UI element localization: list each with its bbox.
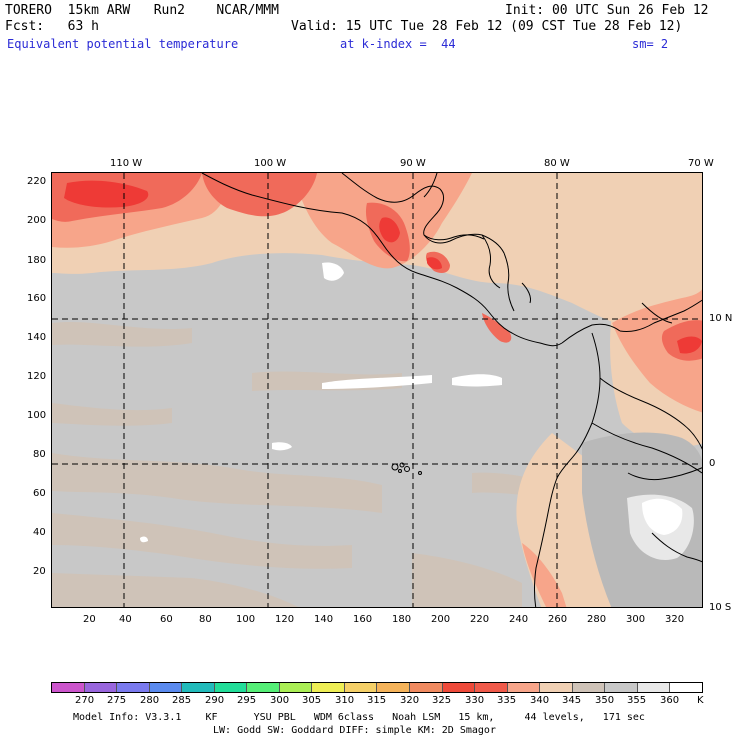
y-tick-label: 220	[27, 176, 47, 187]
colorbar-swatch	[52, 683, 85, 692]
header-valid-time: Valid: 15 UTC Tue 28 Feb 12 (09 CST Tue …	[291, 19, 683, 34]
footer-model-info: Model Info: V3.3.1 KF YSU PBL WDM 6class…	[73, 712, 645, 723]
colorbar-swatch	[182, 683, 215, 692]
header-init-time: Init: 00 UTC Sun 26 Feb 12	[505, 3, 709, 18]
lon-label-90w: 90 W	[400, 158, 426, 169]
lat-label-0: 0	[709, 458, 716, 469]
lat-lon-grid	[52, 173, 702, 607]
colorbar-swatch	[507, 683, 541, 692]
colorbar-swatch	[605, 683, 638, 692]
colorbar	[51, 682, 703, 693]
x-tick-label: 260	[548, 614, 568, 625]
colorbar-label: 350	[595, 695, 615, 706]
colorbar-label: 285	[172, 695, 192, 706]
lat-label-10s: 10 S	[709, 602, 732, 613]
colorbar-label: 315	[367, 695, 387, 706]
colorbar-label: 280	[140, 695, 160, 706]
colorbar-label: 305	[302, 695, 322, 706]
x-tick-label: 300	[626, 614, 646, 625]
colorbar-label: 290	[205, 695, 225, 706]
header-forecast-hour: Fcst: 63 h	[5, 19, 99, 34]
x-tick-label: 180	[392, 614, 412, 625]
colorbar-swatch	[247, 683, 280, 692]
y-tick-label: 20	[33, 566, 46, 577]
y-tick-label: 40	[33, 527, 46, 538]
colorbar-swatch	[410, 683, 443, 692]
lon-label-110w: 110 W	[110, 158, 143, 169]
x-tick-label: 320	[665, 614, 685, 625]
y-tick-label: 160	[27, 293, 47, 304]
colorbar-swatch	[84, 683, 118, 692]
colorbar-swatch	[442, 683, 476, 692]
x-tick-label: 200	[431, 614, 451, 625]
colorbar-label: 295	[237, 695, 257, 706]
colorbar-swatch	[377, 683, 411, 692]
map-graphic	[52, 173, 702, 607]
colorbar-label: 360	[660, 695, 680, 706]
colorbar-label: 330	[465, 695, 485, 706]
field-title: Equivalent potential temperature	[7, 37, 239, 51]
x-tick-label: 40	[119, 614, 132, 625]
x-tick-label: 120	[275, 614, 295, 625]
colorbar-label: 310	[335, 695, 355, 706]
y-tick-label: 200	[27, 215, 47, 226]
coastlines	[201, 173, 702, 607]
colorbar-label: 300	[270, 695, 290, 706]
colorbar-label: 335	[497, 695, 517, 706]
y-tick-label: 120	[27, 371, 47, 382]
y-tick-label: 100	[27, 410, 47, 421]
x-tick-label: 140	[314, 614, 334, 625]
lon-label-80w: 80 W	[544, 158, 570, 169]
footer-physics-info: LW: Godd SW: Goddard DIFF: simple KM: 2D…	[213, 725, 496, 736]
level-label: at k-index = 44	[340, 37, 456, 51]
header-model-line: TORERO 15km ARW Run2 NCAR/MMM	[5, 3, 279, 18]
colorbar-label: 325	[432, 695, 452, 706]
colorbar-swatch	[637, 683, 671, 692]
colorbar-swatch	[117, 683, 150, 692]
smoothing-label: sm= 2	[632, 37, 669, 51]
colorbar-swatch	[149, 683, 183, 692]
x-tick-label: 100	[236, 614, 256, 625]
colorbar-swatch	[540, 683, 573, 692]
y-tick-label: 180	[27, 255, 47, 266]
colorbar-swatch	[214, 683, 248, 692]
x-tick-label: 160	[353, 614, 373, 625]
white-regions	[140, 262, 683, 543]
colorbar-label: 340	[530, 695, 550, 706]
colorbar-label: 275	[107, 695, 127, 706]
colorbar-label: 320	[400, 695, 420, 706]
colorbar-swatch	[475, 683, 508, 692]
colorbar-swatch	[572, 683, 606, 692]
colorbar-label: 270	[75, 695, 95, 706]
colorbar-swatch	[279, 683, 313, 692]
x-tick-label: 60	[160, 614, 173, 625]
lon-label-100w: 100 W	[254, 158, 287, 169]
lat-label-10n: 10 N	[709, 313, 733, 324]
x-tick-label: 80	[199, 614, 212, 625]
colorbar-swatch	[312, 683, 345, 692]
map-panel	[51, 172, 703, 608]
colorbar-unit: K	[697, 695, 704, 706]
y-tick-label: 60	[33, 488, 46, 499]
colorbar-swatch	[670, 683, 702, 692]
lon-label-70w: 70 W	[688, 158, 714, 169]
colorbar-label: 355	[627, 695, 647, 706]
colorbar-swatch	[344, 683, 378, 692]
x-tick-label: 240	[509, 614, 529, 625]
colorbar-label: 345	[562, 695, 582, 706]
x-tick-label: 220	[470, 614, 490, 625]
x-tick-label: 280	[587, 614, 607, 625]
y-tick-label: 140	[27, 332, 47, 343]
bright-red-regions	[64, 180, 702, 354]
x-tick-label: 20	[83, 614, 96, 625]
y-tick-label: 80	[33, 449, 46, 460]
